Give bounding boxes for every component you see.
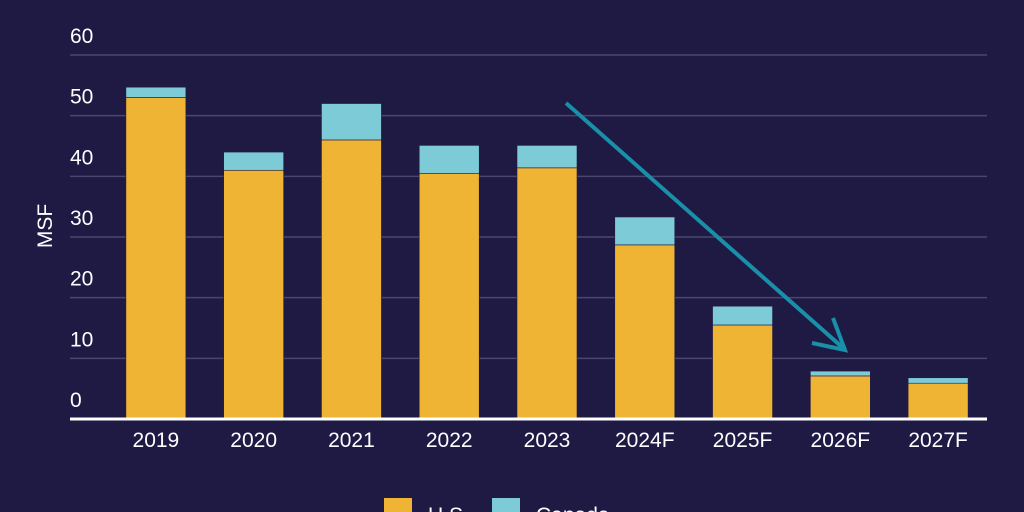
x-tick-label: 2024F: [615, 429, 675, 452]
legend-swatch: [492, 498, 520, 512]
x-tick-label: 2026F: [811, 429, 871, 452]
legend: U.S. Canada: [384, 498, 610, 512]
x-tick-label: 2020: [230, 429, 277, 452]
x-tick-label: 2025F: [713, 429, 773, 452]
legend-label: Canada: [536, 504, 610, 512]
bar-segment: [712, 305, 773, 326]
x-tick-label: 2022: [426, 429, 473, 452]
x-tick-label: 2023: [524, 429, 571, 452]
bar-segment: [125, 97, 187, 420]
arrow-line: [564, 101, 844, 349]
bar-segment: [712, 324, 773, 420]
y-tick-label: 20: [70, 268, 93, 291]
bar-segment: [907, 377, 969, 384]
legend-swatch: [384, 498, 412, 512]
grid: 0 10 20 30 40 50 60: [70, 25, 987, 420]
bar-segment: [125, 86, 187, 98]
x-tick-label: 2019: [133, 429, 180, 452]
bar-segment: [614, 216, 676, 246]
trend-arrow: [564, 101, 849, 353]
y-axis-label: MSF: [34, 204, 57, 248]
arrow-head: [811, 317, 849, 353]
bar-segment: [516, 145, 578, 169]
bar-segment: [810, 370, 871, 377]
bar-segment: [907, 382, 969, 420]
y-tick-label: 50: [70, 86, 93, 109]
bar-segment: [516, 167, 578, 420]
x-tick-label: 2027F: [908, 429, 968, 452]
x-tick-label: 2021: [328, 429, 375, 452]
y-tick-label: 60: [70, 25, 93, 48]
y-tick-label: 30: [70, 207, 93, 230]
y-tick-label: 10: [70, 328, 93, 351]
bar-segment: [418, 145, 480, 174]
bar-segment: [418, 173, 480, 420]
y-tick-label: 0: [70, 389, 82, 412]
bar-segment: [223, 169, 284, 420]
y-tick-label: 40: [70, 146, 93, 169]
bar-segment: [321, 103, 382, 141]
legend-label: U.S.: [428, 504, 469, 512]
bar-segment: [810, 375, 871, 420]
bar-segment: [223, 151, 284, 171]
bar-segment: [614, 244, 676, 420]
bar-segment: [321, 139, 382, 420]
bars: 2019 2020 2021 2022 2023 2024F 2025F 2026F 2027F: [70, 86, 987, 452]
